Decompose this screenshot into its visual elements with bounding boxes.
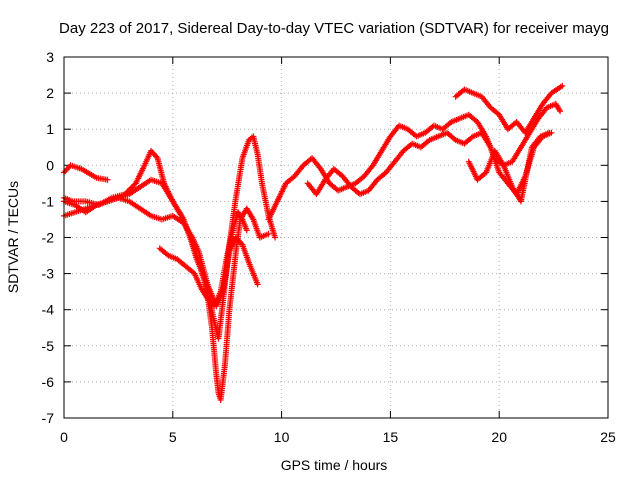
x-axis-label: GPS time / hours <box>281 457 388 473</box>
x-tick-label: 25 <box>600 429 616 445</box>
data-point <box>272 234 279 241</box>
data-point <box>265 230 272 237</box>
y-tick-label: -4 <box>42 302 55 318</box>
data-point <box>128 184 135 191</box>
y-tick-label: -5 <box>42 338 55 354</box>
data-point <box>130 183 137 190</box>
y-axis-label: SDTVAR / TECUs <box>5 181 21 293</box>
grid <box>64 57 608 418</box>
y-tick-label: -6 <box>42 374 55 390</box>
plot-border <box>63 56 609 419</box>
data-point <box>559 82 566 89</box>
y-ticks: 3 2 1 0 -1 -2 -3 -4 -5 -6 -7 <box>42 49 608 426</box>
x-ticks: 0 5 10 15 20 25 <box>60 57 616 445</box>
y-tick-label: 2 <box>46 85 54 101</box>
y-tick-label: -2 <box>42 230 55 246</box>
data-point <box>557 108 564 115</box>
data-series <box>61 82 566 403</box>
y-tick-label: 1 <box>46 121 54 137</box>
data-point <box>243 227 250 234</box>
y-tick-label: -7 <box>42 410 55 426</box>
data-point <box>254 281 261 288</box>
x-tick-label: 0 <box>60 429 68 445</box>
series-arc-3 <box>61 176 272 403</box>
chart-title: Day 223 of 2017, Sidereal Day-to-day VTE… <box>59 20 609 37</box>
series-arc-9 <box>465 129 553 205</box>
data-point <box>546 129 553 136</box>
series-arc-5 <box>156 209 250 310</box>
data-point <box>104 176 111 183</box>
y-tick-label: 0 <box>46 157 54 173</box>
series-arc-8 <box>452 82 566 136</box>
x-tick-label: 10 <box>274 429 290 445</box>
y-tick-label: 3 <box>46 49 54 65</box>
x-tick-label: 5 <box>169 429 177 445</box>
x-tick-label: 15 <box>383 429 399 445</box>
y-tick-label: -1 <box>42 193 55 209</box>
series-arc-2 <box>61 133 279 342</box>
series-arc-1 <box>61 162 111 183</box>
y-tick-label: -3 <box>42 266 55 282</box>
series-arc-6 <box>265 100 564 223</box>
x-tick-label: 20 <box>491 429 507 445</box>
